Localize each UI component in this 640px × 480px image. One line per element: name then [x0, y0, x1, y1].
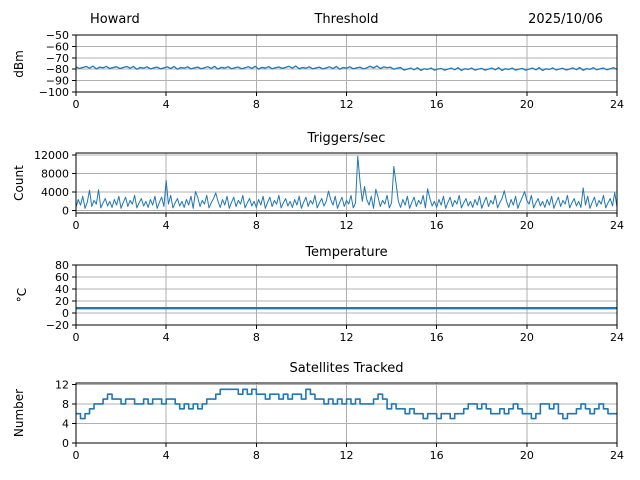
y-tick-label: 0	[62, 437, 69, 450]
x-tick-label: 4	[163, 219, 170, 232]
x-tick-label: 4	[163, 331, 170, 344]
series-line	[76, 388, 617, 420]
plot1-title-left: Howard	[90, 12, 140, 27]
y-tick-label: 4000	[41, 186, 69, 199]
y-tick-label: −70	[46, 52, 69, 65]
plot3-ylabel: °C	[15, 287, 29, 303]
x-tick-label: 20	[520, 331, 534, 344]
y-tick-label: −60	[46, 40, 69, 53]
x-tick-label: 8	[253, 98, 260, 111]
axes-spines	[75, 34, 618, 93]
x-tick-label: 0	[73, 331, 80, 344]
y-tick-label: 8000	[41, 167, 69, 180]
y-tick-label: 40	[55, 283, 69, 296]
plot3-title: Temperature	[305, 245, 388, 260]
x-tick-label: 4	[163, 449, 170, 462]
y-tick-label: 0	[62, 205, 69, 218]
x-tick-label: 16	[430, 449, 444, 462]
y-tick-label: −90	[46, 75, 69, 88]
y-tick-label: 12	[55, 378, 69, 391]
y-tick-label: 12000	[34, 149, 69, 162]
x-tick-label: 24	[610, 219, 624, 232]
axes-spines	[75, 152, 618, 214]
x-tick-label: 12	[340, 449, 354, 462]
y-tick-label: −50	[46, 29, 69, 42]
x-tick-label: 24	[610, 331, 624, 344]
axes-spines	[75, 264, 618, 326]
x-tick-label: 12	[340, 98, 354, 111]
y-tick-label: −100	[39, 86, 69, 99]
x-tick-label: 16	[430, 331, 444, 344]
x-tick-label: 12	[340, 331, 354, 344]
axes-spines	[75, 382, 618, 444]
x-tick-label: 20	[520, 449, 534, 462]
x-tick-label: 8	[253, 331, 260, 344]
series-line	[75, 65, 618, 72]
y-tick-label: 8	[62, 398, 69, 411]
y-tick-label: 4	[62, 417, 69, 430]
y-tick-label: −20	[46, 319, 69, 332]
plot4-title: Satellites Tracked	[289, 361, 404, 376]
plot1-title-right: 2025/10/06	[528, 12, 603, 27]
x-tick-label: 4	[163, 98, 170, 111]
plot4-ylabel: Number	[12, 388, 26, 438]
y-tick-label: 60	[55, 271, 69, 284]
plot2-ylabel: Count	[12, 165, 26, 201]
y-tick-label: 20	[55, 295, 69, 308]
x-tick-label: 16	[430, 98, 444, 111]
x-tick-label: 20	[520, 219, 534, 232]
x-tick-label: 16	[430, 219, 444, 232]
x-tick-label: 8	[253, 219, 260, 232]
x-tick-label: 8	[253, 449, 260, 462]
x-tick-label: 20	[520, 98, 534, 111]
x-tick-label: 0	[73, 219, 80, 232]
y-tick-label: −80	[46, 63, 69, 76]
x-tick-label: 24	[610, 449, 624, 462]
series-line	[75, 155, 618, 209]
y-tick-label: 80	[55, 259, 69, 272]
plot1-ylabel: dBm	[12, 50, 26, 78]
x-tick-label: 24	[610, 98, 624, 111]
plot1-title: Threshold	[314, 12, 379, 27]
x-tick-label: 0	[73, 98, 80, 111]
plot2-title: Triggers/sec	[307, 131, 386, 146]
x-tick-label: 0	[73, 449, 80, 462]
x-tick-label: 12	[340, 219, 354, 232]
y-tick-label: 0	[62, 307, 69, 320]
